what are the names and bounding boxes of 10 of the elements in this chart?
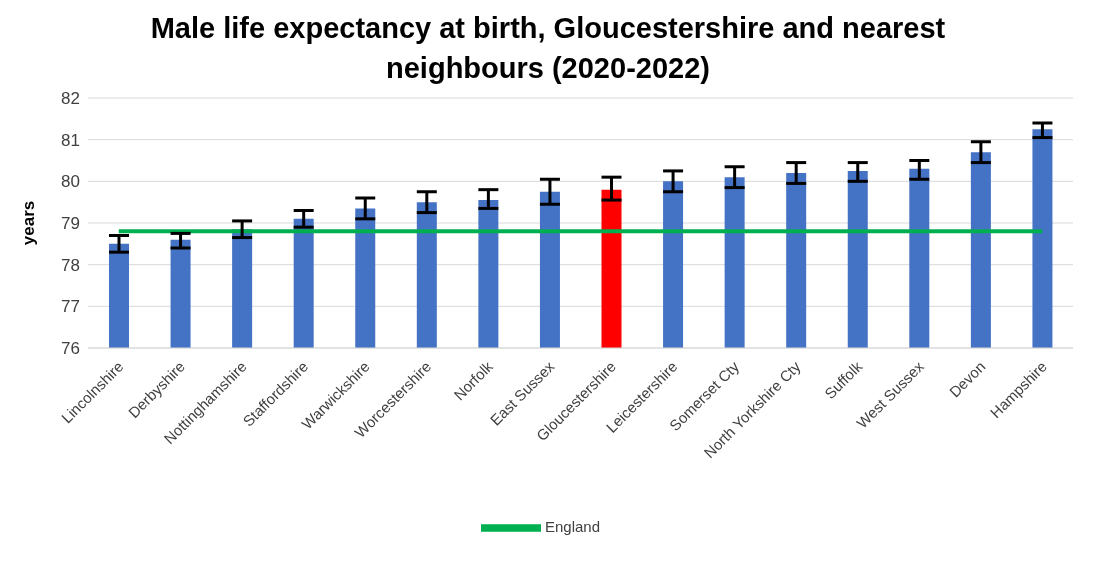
chart-title: Male life expectancy at birth, Gloucestershire and nearest neighbours (2020-2022) bbox=[149, 11, 947, 86]
y-axis-title: years bbox=[19, 200, 39, 246]
legend-label: England bbox=[544, 517, 601, 535]
y-tick-label: 78 bbox=[61, 255, 80, 275]
y-tick-label: 81 bbox=[61, 130, 80, 150]
y-tick-label: 80 bbox=[61, 172, 80, 192]
y-tick-label: 77 bbox=[61, 297, 80, 317]
y-tick-label: 79 bbox=[61, 214, 80, 234]
y-tick-label: 82 bbox=[61, 89, 80, 109]
y-tick-label: 76 bbox=[61, 339, 80, 359]
